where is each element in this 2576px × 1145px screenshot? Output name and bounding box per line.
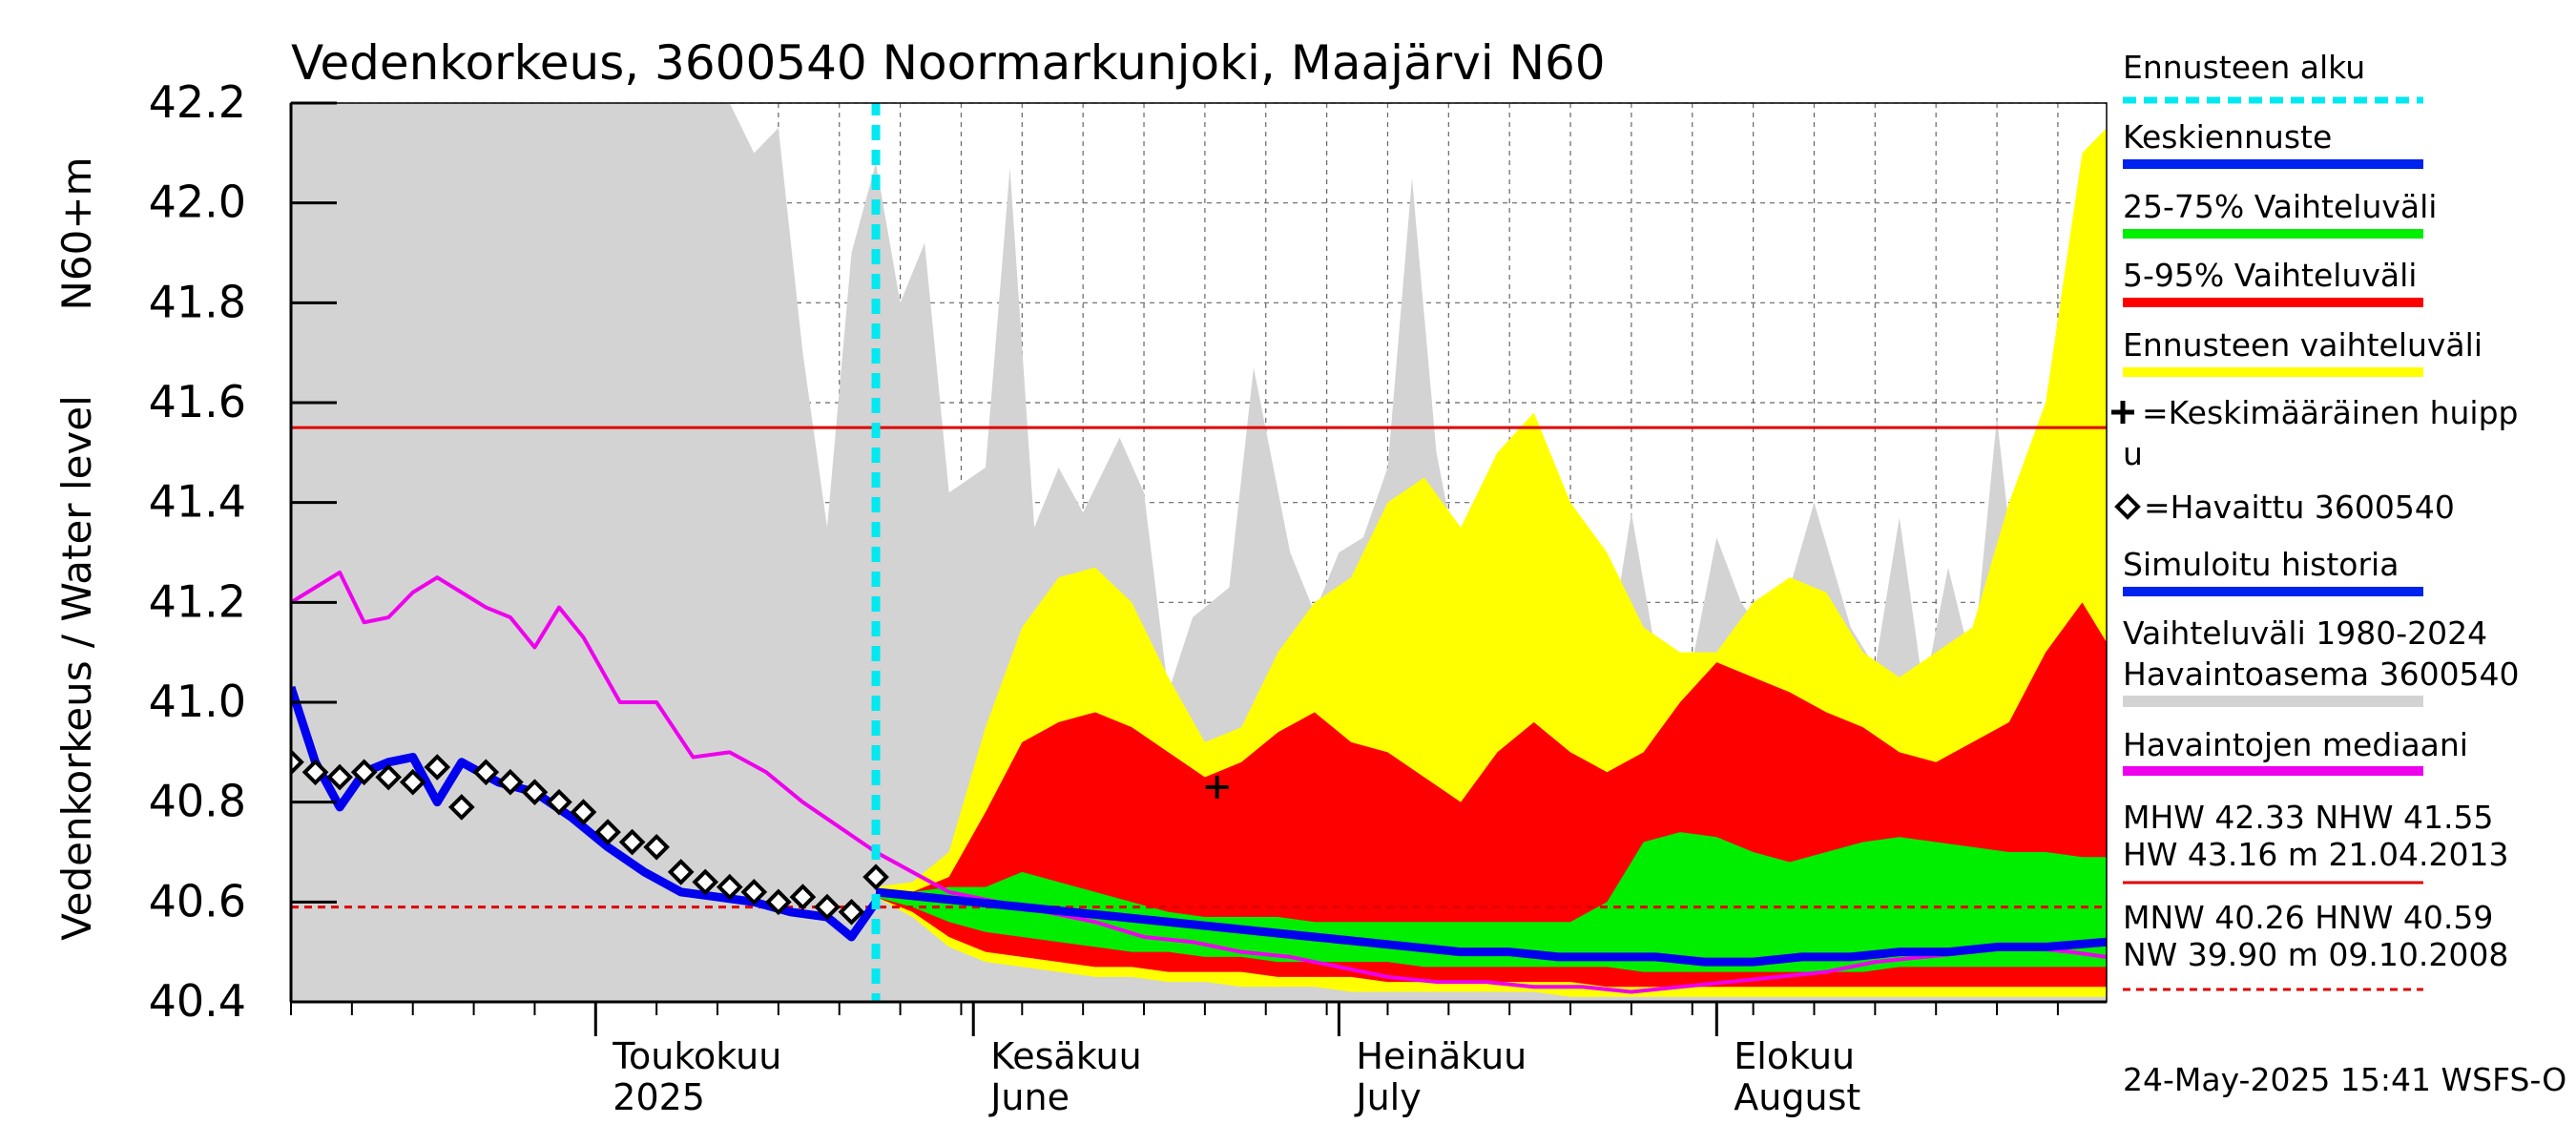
legend-label: Havaintojen mediaani bbox=[2123, 726, 2468, 763]
observed-point bbox=[424, 754, 451, 781]
stats-line-2: HW 43.16 m 21.04.2013 bbox=[2123, 836, 2508, 873]
x-tick-label-fi: Toukokuu bbox=[612, 1035, 781, 1077]
y-tick-label: 41.8 bbox=[149, 276, 246, 327]
legend-label: =Havaittu 3600540 bbox=[2144, 489, 2455, 526]
y-tick-label: 41.0 bbox=[149, 676, 246, 727]
observed-point bbox=[814, 893, 841, 921]
x-tick-label-fi: Elokuu bbox=[1734, 1035, 1855, 1077]
stats-line-1: MHW 42.33 NHW 41.55 bbox=[2123, 799, 2493, 836]
observed-point bbox=[765, 888, 792, 916]
observed-point bbox=[375, 763, 403, 791]
x-tick-label-en: July bbox=[1354, 1076, 1421, 1118]
chart-title: Vedenkorkeus, 3600540 Noormarkunjoki, Ma… bbox=[291, 35, 1606, 91]
axes: 42.2 42.0 41.8 41.6 41.4 41.2 41.0 40.8 40.6 40.4… bbox=[149, 76, 2108, 1118]
observed-point bbox=[326, 763, 353, 791]
x-tick-label-en: June bbox=[988, 1076, 1070, 1118]
legend-label: 5-95% Vaihteluväli bbox=[2123, 257, 2417, 294]
y-tick-label: 40.4 bbox=[149, 975, 246, 1027]
legend-label: Vaihteluväli 1980-2024 bbox=[2123, 614, 2487, 652]
observed-point bbox=[862, 864, 889, 890]
x-tick-label-fi: Kesäkuu bbox=[990, 1035, 1142, 1077]
y-tick-label: 40.6 bbox=[149, 875, 246, 926]
legend: Ennusteen alku Keskiennuste 25-75% Vaihtel… bbox=[2111, 49, 2520, 991]
observed-point bbox=[399, 768, 426, 796]
observed-point bbox=[472, 759, 500, 786]
y-axis-unit-label: N60+m bbox=[53, 157, 100, 311]
x-tick-label-en: 2025 bbox=[613, 1076, 705, 1118]
legend-marker-plus bbox=[2111, 401, 2134, 424]
band-25-75-vaihteluv-li bbox=[876, 832, 2107, 972]
legend-label-continued: u bbox=[2123, 435, 2143, 472]
legend-label-continued: Havaintoasema 3600540 bbox=[2123, 656, 2520, 693]
mean-peak-marker bbox=[1205, 775, 1229, 799]
observed-point bbox=[643, 833, 670, 861]
y-tick-label: 41.6 bbox=[149, 376, 246, 427]
observed-point bbox=[716, 873, 743, 901]
observed-point bbox=[291, 748, 304, 776]
observed-point bbox=[789, 884, 817, 910]
timestamp: 24-May-2025 15:41 WSFS-O bbox=[2123, 1061, 2566, 1098]
y-tick-label: 40.8 bbox=[149, 776, 246, 827]
y-axis-label: Vedenkorkeus / Water level bbox=[53, 395, 100, 941]
x-tick-label-en: August bbox=[1734, 1076, 1860, 1118]
series-mean-forecast-line bbox=[875, 887, 2107, 967]
stats-line-4: NW 39.90 m 09.10.2008 bbox=[2123, 936, 2508, 973]
y-tick-label: 41.2 bbox=[149, 575, 246, 627]
plot-area bbox=[291, 103, 2107, 1002]
legend-label: Ennusteen alku bbox=[2123, 49, 2365, 86]
y-tick-label: 42.2 bbox=[149, 76, 246, 128]
legend-marker-diamond bbox=[2114, 493, 2141, 520]
observed-point bbox=[570, 799, 597, 825]
legend-label: Keskiennuste bbox=[2123, 118, 2332, 156]
observed-point bbox=[447, 794, 475, 821]
legend-label: =Keskimääräinen huipp bbox=[2142, 394, 2519, 431]
y-tick-label: 41.4 bbox=[149, 476, 246, 528]
observed-point bbox=[546, 788, 572, 816]
observed-point bbox=[594, 819, 621, 845]
y-tick-label: 42.0 bbox=[149, 177, 246, 228]
observed-point bbox=[497, 768, 524, 796]
stats-line-3: MNW 40.26 HNW 40.59 bbox=[2123, 899, 2493, 936]
observed-point bbox=[521, 779, 549, 806]
observed-point bbox=[838, 898, 865, 926]
statistics-block: MHW 42.33 NHW 41.55 HW 43.16 m 21.04.201… bbox=[2123, 799, 2508, 973]
legend-label: Ennusteen vaihteluväli bbox=[2123, 326, 2483, 364]
x-tick-label-fi: Heinäkuu bbox=[1356, 1035, 1527, 1077]
legend-label: 25-75% Vaihteluväli bbox=[2123, 188, 2437, 225]
observed-point bbox=[667, 859, 695, 885]
plot-frame bbox=[290, 102, 2108, 1003]
legend-label: Simuloitu historia bbox=[2123, 546, 2399, 583]
observed-point bbox=[692, 868, 719, 896]
observed-point bbox=[350, 759, 378, 786]
observed-point bbox=[301, 759, 329, 786]
observed-point bbox=[740, 879, 768, 906]
observed-point bbox=[618, 828, 646, 856]
